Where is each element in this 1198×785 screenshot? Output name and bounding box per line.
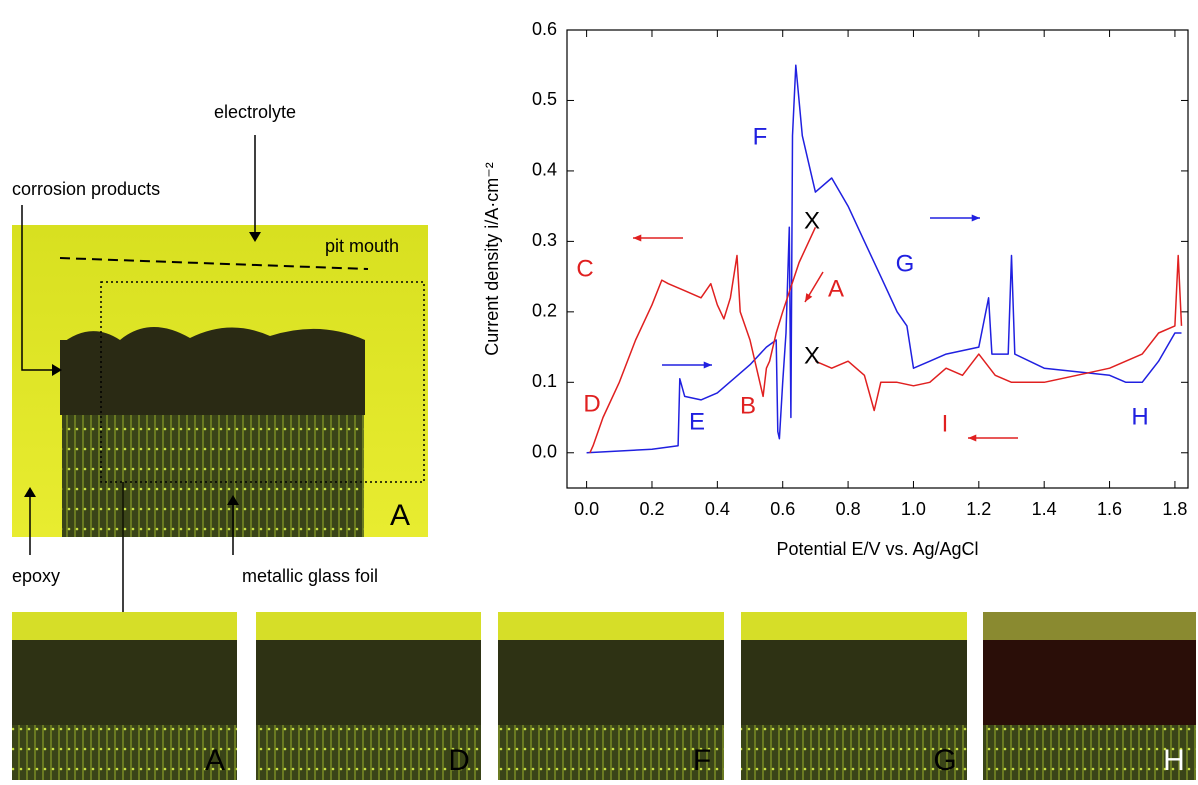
y-tick-label: 0.3 [532, 230, 557, 250]
annotation: H [1131, 403, 1148, 430]
thumbnail-letter: A [205, 744, 225, 777]
annotation: E [689, 408, 705, 435]
x-tick-label: 1.6 [1097, 499, 1122, 519]
x-tick-label: 1.2 [966, 499, 991, 519]
label: metallic glass foil [242, 566, 378, 586]
plot-frame [566, 29, 1189, 489]
thumbnail-layer [12, 640, 237, 725]
thumbnail-layer [12, 725, 237, 780]
panel-letter: A [390, 499, 410, 532]
y-tick-label: 0.5 [532, 89, 557, 109]
annotation: X [804, 342, 820, 369]
annotation: B [740, 392, 756, 419]
arrow-head [805, 293, 813, 302]
x-tick-label: 0.0 [574, 499, 599, 519]
label: corrosion products [12, 179, 160, 199]
x-tick-label: 0.6 [770, 499, 795, 519]
label: electrolyte [214, 102, 296, 122]
thumbnail-letter: H [1163, 744, 1185, 777]
thumbnail-layer [256, 640, 481, 725]
x-tick-label: 1.0 [901, 499, 926, 519]
x-tick-label: 1.8 [1162, 499, 1187, 519]
y-tick-label: 0.1 [532, 371, 557, 391]
y-axis-label: Current density i/A·cm⁻² [482, 162, 502, 356]
thumbnail-layer [741, 725, 967, 780]
arrow-head [633, 234, 642, 242]
x-tick-label: 0.2 [639, 499, 664, 519]
y-tick-label: 0.0 [532, 442, 557, 462]
chart: 0.0 0.2 0.4 0.6 0.8 1.0 1.2 1.4 1.6 1.8 0.0 0.1 0.2 0… [482, 19, 1189, 559]
annotation: A [828, 275, 844, 302]
y-tick-label: 0.2 [532, 301, 557, 321]
label: epoxy [12, 566, 60, 586]
thumbnail-letter: D [448, 744, 470, 777]
arrow-head [703, 361, 712, 369]
annotation: G [896, 250, 915, 277]
y-tick-label: 0.6 [532, 19, 557, 39]
thumbnail-layer [498, 640, 724, 725]
arrow-head [971, 214, 980, 222]
thumbnail-layer [983, 640, 1196, 725]
thumbnail-letter: F [693, 744, 711, 777]
thumbnail-layer [983, 725, 1196, 780]
series-line [589, 226, 1183, 454]
label: pit mouth [325, 236, 399, 256]
annotation: C [576, 255, 593, 282]
arrow-head [968, 434, 977, 442]
thumbnail-letter: G [933, 744, 956, 777]
thumbnail-layer [256, 725, 481, 780]
series-line [586, 64, 1182, 454]
thumbnail-layer [741, 640, 967, 725]
y-tick-label: 0.4 [532, 160, 557, 180]
x-tick-label: 0.8 [836, 499, 861, 519]
annotation: F [753, 123, 768, 150]
micrograph [12, 135, 428, 636]
thumbnail-layer [498, 725, 724, 780]
x-axis-label: Potential E/V vs. Ag/AgCl [776, 539, 978, 559]
x-tick-label: 1.4 [1032, 499, 1057, 519]
annotation: D [583, 390, 600, 417]
x-tick-label: 0.4 [705, 499, 730, 519]
annotation: X [804, 207, 820, 234]
annotation: I [942, 410, 949, 437]
